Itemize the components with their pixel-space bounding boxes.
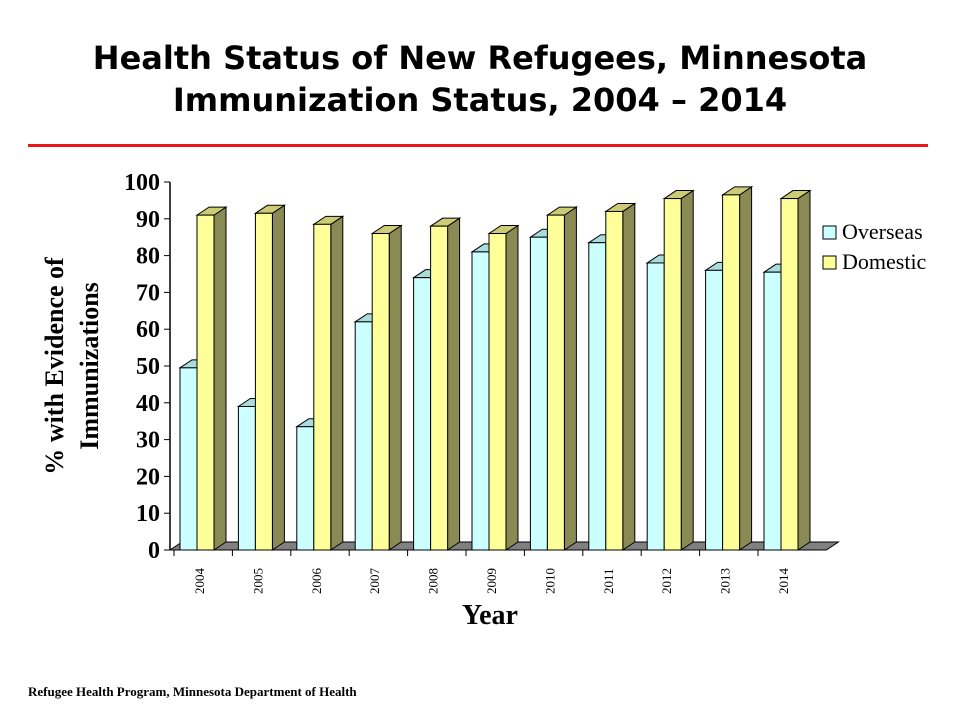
- bar-front: [296, 426, 315, 551]
- bar-front: [179, 367, 198, 551]
- x-tick-label: 2014: [776, 568, 791, 595]
- bar-front: [313, 223, 332, 551]
- bar-side: [447, 217, 461, 551]
- bar-front: [254, 212, 273, 551]
- x-tick-label: 2007: [367, 568, 382, 595]
- chart-legend: Overseas Domestic: [822, 219, 927, 274]
- y-tick-label: 50: [136, 354, 160, 380]
- chart-title-line1: Health Status of New Refugees, Minnesota: [92, 39, 868, 77]
- x-tick-label: 2005: [250, 568, 265, 594]
- bar-front: [646, 262, 665, 551]
- x-tick-label: 2008: [426, 568, 441, 594]
- bar-domestic-2013: [720, 185, 754, 551]
- x-tick-label: 2006: [309, 568, 324, 595]
- chart-labels: 0 10 20 30 40 50 60 70 80 90 100 2004 2005 2006 2007 20…: [40, 170, 791, 631]
- y-tick-label: 40: [136, 391, 160, 417]
- bar-front: [546, 214, 565, 551]
- x-tick-label: 2010: [542, 568, 557, 594]
- bar-domestic-2012: [662, 189, 695, 551]
- x-tick-label: 2009: [484, 568, 499, 594]
- bar-domestic-2010: [545, 206, 579, 551]
- bar-front: [529, 236, 548, 551]
- bar-front: [488, 233, 507, 551]
- y-axis-title-line2: Immunizations: [75, 282, 104, 450]
- bar-front: [471, 251, 490, 551]
- bar-side: [330, 215, 344, 551]
- y-tick-label: 20: [136, 464, 160, 490]
- bar-side: [271, 204, 285, 551]
- bar-front: [237, 405, 256, 551]
- bar-front: [354, 321, 373, 551]
- bar-front: [705, 269, 724, 551]
- title-divider: [28, 144, 928, 147]
- bar-front: [780, 198, 799, 551]
- footer-source: Refugee Health Program, Minnesota Depart…: [28, 684, 357, 699]
- y-tick-label: 30: [136, 428, 160, 454]
- bar-domestic-2005: [253, 204, 287, 551]
- x-tick-label: 2013: [718, 568, 733, 594]
- y-tick-label: 0: [148, 538, 160, 564]
- y-tick-label: 10: [136, 501, 160, 527]
- bar-side: [505, 224, 519, 551]
- y-tick-label: 80: [136, 244, 160, 270]
- bar-domestic-2007: [370, 224, 403, 551]
- bar-side: [622, 202, 636, 551]
- y-tick-label: 100: [124, 170, 160, 196]
- legend-label-overseas: Overseas: [842, 219, 923, 244]
- x-axis-title: Year: [462, 600, 518, 631]
- y-axis-title-line1: % with Evidence of: [40, 257, 69, 475]
- x-tick-label: 2011: [601, 568, 616, 594]
- y-tick-label: 70: [136, 280, 160, 306]
- chart-title-line2: Immunization Status, 2004 – 2014: [172, 81, 788, 119]
- bar-side: [563, 206, 577, 551]
- bar-side: [680, 189, 694, 551]
- y-tick-label: 60: [136, 317, 160, 343]
- y-tick-label: 90: [136, 207, 160, 233]
- bar-front: [663, 198, 682, 551]
- bar-side: [213, 206, 227, 551]
- bar-side: [797, 189, 811, 551]
- legend-label-domestic: Domestic: [842, 249, 927, 274]
- bar-front: [588, 242, 607, 551]
- bar-domestic-2004: [195, 206, 228, 551]
- bar-domestic-2006: [312, 215, 345, 551]
- legend-swatch-domestic: [822, 255, 837, 270]
- chart-bars: [178, 185, 812, 551]
- bar-domestic-2011: [604, 202, 637, 551]
- bar-front: [430, 225, 449, 551]
- bar-domestic-2008: [428, 217, 462, 551]
- bar-front: [413, 277, 432, 551]
- bar-side: [739, 185, 753, 551]
- bar-domestic-2009: [487, 224, 520, 551]
- x-tick-label: 2012: [659, 568, 674, 594]
- bar-front: [371, 233, 390, 551]
- bar-front: [722, 194, 741, 551]
- bar-side: [388, 224, 402, 551]
- bar-front: [763, 271, 782, 551]
- bar-front: [196, 214, 215, 551]
- bar-domestic-2014: [779, 189, 812, 551]
- x-tick-label: 2004: [192, 568, 207, 595]
- legend-swatch-overseas: [822, 225, 837, 240]
- bar-front: [605, 210, 624, 551]
